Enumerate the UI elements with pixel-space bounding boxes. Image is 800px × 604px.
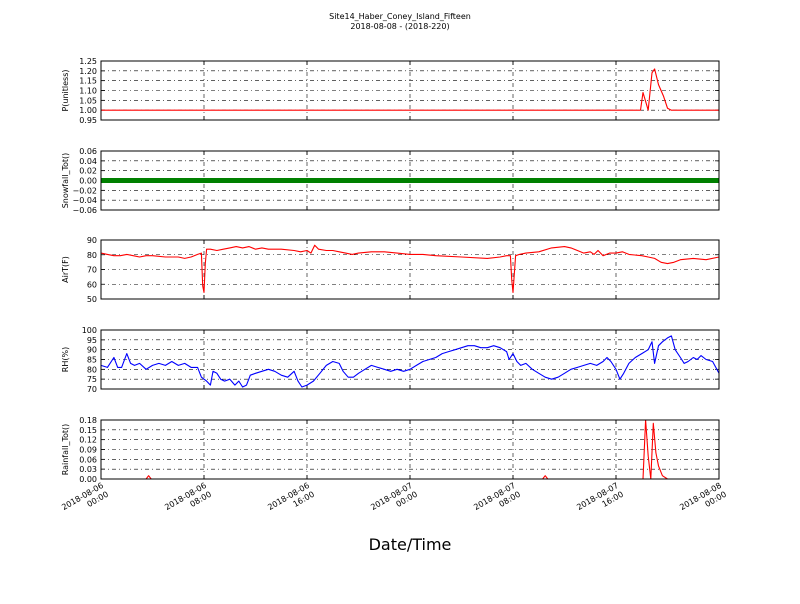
- y-axis-label: RH(%): [61, 347, 70, 372]
- y-tick-label: 0.04: [79, 157, 97, 166]
- y-tick-label: 0.15: [79, 426, 97, 435]
- y-axis-label: P(unitless): [61, 69, 70, 111]
- y-tick-label: 0.18: [79, 416, 97, 425]
- y-tick-label: 0.12: [79, 436, 97, 445]
- y-tick-label: 1.25: [79, 57, 97, 66]
- y-axis-label: Snowfall_Tot(): [61, 153, 70, 209]
- panel-frame: [100, 239, 720, 300]
- y-tick-label: 1.05: [79, 96, 97, 105]
- y-tick-label: 1.10: [79, 87, 97, 96]
- y-tick-label: 0.09: [79, 446, 97, 455]
- y-tick-label: 85: [87, 356, 97, 365]
- y-tick-label: 0.03: [79, 465, 97, 474]
- panel-frame: [100, 150, 720, 211]
- y-tick-label: 70: [87, 266, 97, 275]
- x-axis-label: Date/Time: [369, 535, 452, 554]
- y-tick-label: 0.06: [79, 455, 97, 464]
- y-tick-label: 95: [87, 336, 97, 345]
- y-tick-label: −0.02: [72, 186, 97, 195]
- panel-5: 0.000.030.060.090.120.150.18 Rainfall_Tot…: [61, 416, 720, 484]
- panel-frame: [100, 419, 720, 480]
- y-tick-label: 80: [87, 251, 97, 260]
- y-tick-label: 80: [87, 365, 97, 374]
- y-tick-label: −0.06: [72, 206, 97, 215]
- y-axis-label: Rainfall_Tot(): [61, 424, 70, 476]
- y-tick-label: 90: [87, 236, 97, 245]
- panel-frame: [100, 329, 720, 390]
- y-tick-label: 60: [87, 280, 97, 289]
- chart-title: Site14_Haber_Coney_Island_Fifteen: [329, 12, 471, 21]
- y-tick-label: 50: [87, 295, 97, 304]
- y-tick-label: 100: [82, 326, 97, 335]
- y-tick-label: 90: [87, 346, 97, 355]
- y-tick-label: 0.06: [79, 147, 97, 156]
- panel-frame: [100, 60, 720, 121]
- series-line: [101, 68, 719, 111]
- y-tick-label: 75: [87, 375, 97, 384]
- y-tick-label: 70: [87, 385, 97, 394]
- panel-1: 0.951.001.051.101.151.201.25 P(unitless): [61, 57, 720, 125]
- series-line: [100, 335, 720, 388]
- y-tick-label: 1.00: [79, 106, 97, 115]
- panel-2: −0.06−0.04−0.020.000.020.040.06 Snowfall_…: [61, 147, 720, 215]
- y-tick-label: 1.20: [79, 67, 97, 76]
- y-tick-label: 0.00: [79, 475, 97, 484]
- chart-subtitle: 2018-08-08 - (2018-220): [350, 22, 449, 31]
- y-tick-label: 0.02: [79, 167, 97, 176]
- y-tick-label: 0.95: [79, 116, 97, 125]
- panel-3: 50 60 70 80 90 AirT(F): [61, 236, 720, 304]
- y-tick-label: 0.00: [79, 177, 97, 186]
- y-tick-label: 1.15: [79, 77, 97, 86]
- series-line: [100, 244, 720, 293]
- y-tick-label: −0.04: [72, 196, 97, 205]
- y-axis-label: AirT(F): [61, 256, 70, 283]
